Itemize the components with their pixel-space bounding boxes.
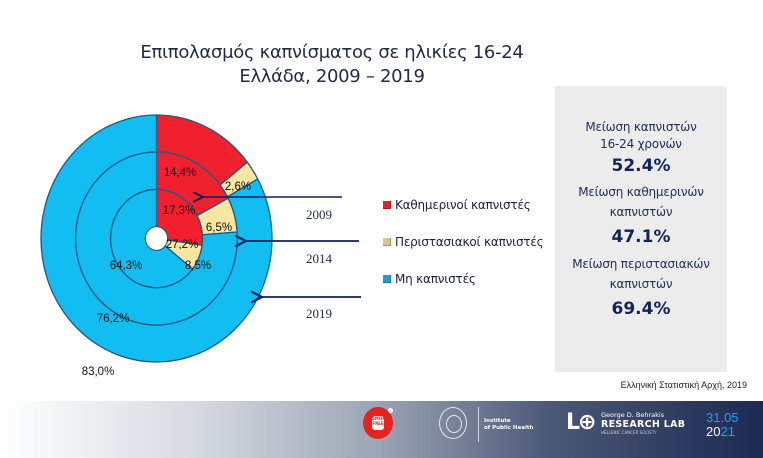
summary-1-line2: 16-24 χρονών xyxy=(600,137,682,151)
event-date: 31.05 2021 xyxy=(706,411,739,439)
legend-label: Περιστασιακοί καπνιστές xyxy=(395,235,544,249)
summary-2-value: 47.1% xyxy=(611,227,671,247)
segment-label: 83,0% xyxy=(82,366,115,378)
year-label-2009: 2009 xyxy=(306,207,332,222)
logo-dot xyxy=(388,408,393,413)
summary-3-value: 69.4% xyxy=(611,299,671,319)
segment-label: 8,5% xyxy=(185,260,211,272)
donut-labels: 27,2% 8,5% 64,3% 17,3% 6,5% 76,2% 14,4% 2,6% 83,… xyxy=(82,167,251,378)
institute-seal-icon xyxy=(439,407,467,439)
smoke-free-logo-text: SMOKE FREE xyxy=(372,416,384,430)
legend-item-daily-smokers: Καθημερινοί καπνιστές xyxy=(383,198,531,212)
source-note: Ελληνική Στατιστική Αρχή, 2019 xyxy=(620,380,747,390)
lab-line3: HELLENIC CANCER SOCIETY xyxy=(601,430,657,435)
logo-divider xyxy=(478,407,479,442)
legend-item-non-smokers: Μη καπνιστές xyxy=(383,272,476,286)
institute-line1: Institute xyxy=(484,418,511,424)
legend-swatch-red xyxy=(383,201,391,209)
institute-line2: of Public Health xyxy=(484,425,534,431)
smoke-free-logo: SMOKE FREE xyxy=(363,407,393,439)
research-lab-mark-icon: L⊕ xyxy=(566,410,596,435)
research-lab-logo: George D. Behrakis RESEARCH LAB HELLENIC… xyxy=(601,411,685,436)
lab-line1: George D. Behrakis xyxy=(601,411,665,419)
donut-segment-2019-2 xyxy=(40,114,273,363)
lab-line2: RESEARCH LAB xyxy=(601,419,686,430)
summary-3-line2: καπνιστών xyxy=(609,277,673,291)
segment-label: 27,2% xyxy=(166,239,199,251)
legend-swatch-blue xyxy=(383,275,391,283)
institute-of-public-health-logo: Institute of Public Health xyxy=(484,418,533,432)
year-label-2019: 2019 xyxy=(306,306,332,321)
donut-rings xyxy=(40,114,273,363)
date-year: 2021 xyxy=(706,424,735,439)
summary-panel: Μείωση καπνιστών 16-24 χρονών 52.4% Μείω… xyxy=(555,86,727,372)
legend-label: Καθημερινοί καπνιστές xyxy=(395,198,531,212)
legend-label: Μη καπνιστές xyxy=(395,272,476,286)
summary-2-line2: καπνιστών xyxy=(609,205,673,219)
segment-label: 2,6% xyxy=(225,181,251,193)
legend-item-occasional-smokers: Περιστασιακοί καπνιστές xyxy=(383,235,544,249)
segment-label: 14,4% xyxy=(164,167,197,179)
segment-label: 17,3% xyxy=(163,205,196,217)
chart-title-line1: Επιπολασμός καπνίσματος σε ηλικίες 16-24 xyxy=(140,42,524,63)
summary-1-value: 52.4% xyxy=(611,156,671,176)
chart-title-line2: Ελλάδα, 2009 – 2019 xyxy=(239,66,425,87)
summary-2-line1: Μείωση καθημερινών xyxy=(578,185,704,199)
legend-swatch-yellow xyxy=(383,238,391,246)
segment-label: 64,3% xyxy=(110,260,143,272)
segment-label: 76,2% xyxy=(97,313,130,325)
summary-3-line1: Μείωση περιστασιακών xyxy=(572,257,710,271)
year-label-2014: 2014 xyxy=(306,251,332,266)
donut-hole xyxy=(145,226,168,251)
year-arrows xyxy=(203,197,361,297)
segment-label: 6,5% xyxy=(206,222,232,234)
date-day-month: 31.05 xyxy=(706,410,739,425)
summary-1-line1: Μείωση καπνιστών xyxy=(585,120,697,134)
